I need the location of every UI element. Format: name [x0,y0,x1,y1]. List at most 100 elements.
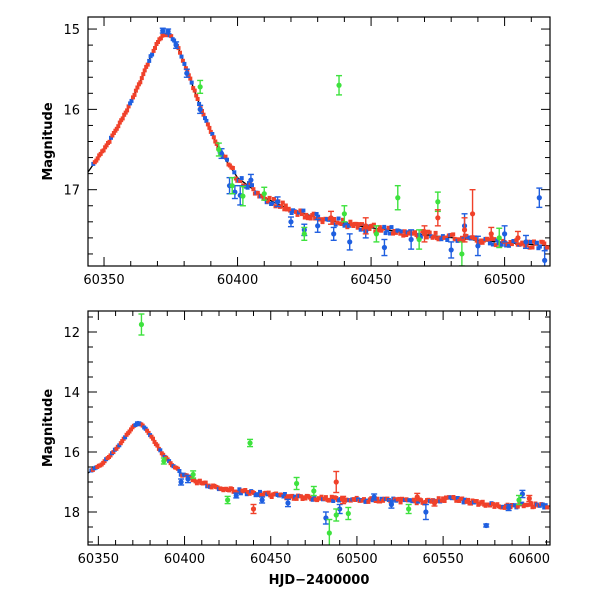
point-marker [341,211,347,217]
dense-point [244,492,249,497]
dense-point [413,230,417,235]
dense-point [432,234,437,239]
dense-point [260,493,265,498]
point-marker [523,239,529,245]
dense-point [348,219,353,224]
dense-point [211,135,216,140]
dense-point [194,93,199,98]
dense-point [435,499,440,504]
red-data-point [362,217,369,235]
dense-point [293,494,298,499]
y-tick-label: 12 [63,326,80,341]
x-tick-label: 60500 [484,273,525,288]
dense-point [375,496,380,501]
dense-point [502,505,507,510]
point-marker [388,501,395,508]
dense-point [320,220,325,225]
dense-point [131,95,135,100]
dense-point [147,58,152,63]
dense-point [266,490,271,495]
dense-point [167,459,172,464]
point-marker [340,497,346,503]
dense-point [210,132,215,136]
dense-point [466,497,470,502]
top-plot-frame [87,16,551,267]
x-tick-label: 60450 [350,273,391,288]
blue-data-point [183,68,190,78]
green-data-point [345,506,352,521]
dense-point [269,495,274,499]
point-marker [414,494,420,500]
dense-point [362,497,366,502]
dense-point [107,139,112,144]
model-curve [88,33,550,247]
green-data-point [416,229,423,250]
point-marker [333,512,339,518]
dense-point [488,503,492,508]
red-data-point [434,209,441,227]
dense-point [508,240,513,244]
point-marker [363,223,369,229]
blue-data-point [522,234,529,250]
green-data-point [336,74,343,96]
dense-point [225,157,229,162]
dense-point [207,125,212,130]
dense-point [290,493,295,498]
dense-point [281,494,286,499]
dense-point [291,496,296,501]
dense-point [298,208,303,213]
dense-point [126,104,131,109]
dense-point [460,496,465,501]
blue-data-point [197,104,204,115]
green-data-point [394,184,401,211]
dense-point [294,496,299,501]
point-marker [288,219,294,225]
red-data-point [328,210,335,225]
dense-point [358,227,363,232]
dense-point [158,448,163,453]
dense-point [479,238,484,243]
dense-point [197,101,202,106]
point-marker [459,251,465,257]
dense-point [158,36,163,41]
point-marker [431,500,438,506]
dense-point [223,154,228,159]
dense-point [351,224,356,228]
point-marker [536,195,542,201]
dense-point [208,129,213,134]
dense-point [385,228,390,233]
dense-point [331,499,336,503]
dense-point [458,238,463,243]
dense-point [238,491,243,496]
dense-point [161,452,166,457]
dense-point [191,86,196,91]
point-marker [135,420,141,427]
point-marker [229,183,235,189]
dense-point [266,199,271,204]
dense-point [445,238,450,242]
dense-point [330,219,335,224]
green-data-point [160,457,167,465]
dense-point [153,46,157,50]
point-marker [178,479,184,485]
dense-point [282,207,287,212]
dense-point [532,239,536,244]
blue-data-point [422,503,429,521]
blue-data-point [287,216,294,228]
green-data-point [341,205,348,223]
point-marker [216,146,222,153]
point-marker [328,215,334,221]
dense-point [419,498,424,503]
dense-point [366,499,371,504]
blue-data-point [159,27,166,34]
dense-point [540,502,545,507]
dense-point [245,185,250,190]
dense-point [329,494,334,499]
dense-point [260,193,265,198]
dense-point [354,221,359,226]
point-marker [311,488,317,494]
dense-point [529,239,533,244]
green-data-point [261,186,268,201]
point-marker [173,42,179,48]
